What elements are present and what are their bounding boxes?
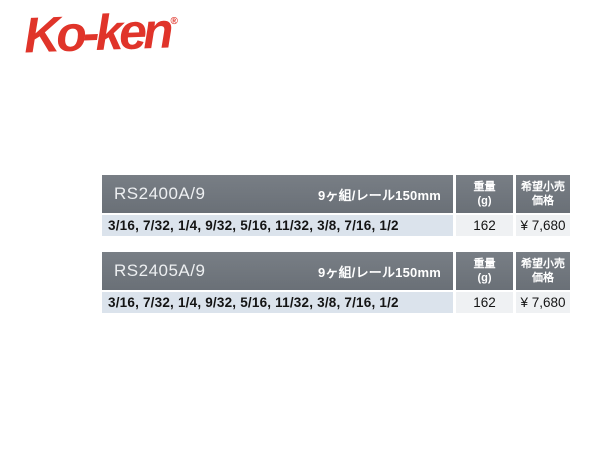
price-header-line2: 価格 bbox=[532, 272, 554, 284]
weight-column-header: 重量 (g) bbox=[456, 252, 513, 290]
registered-trademark-mark: ® bbox=[170, 16, 178, 27]
product-table-rs2400a9: RS2400A/9 9ヶ組/レール150mm 重量 (g) 希望小売 価格 3/… bbox=[102, 175, 570, 236]
weight-header-line1: 重量 bbox=[473, 180, 496, 193]
set-spec-label: 9ヶ組/レール150mm bbox=[317, 264, 441, 280]
set-spec-label: 9ヶ組/レール150mm bbox=[317, 187, 441, 203]
table-header-row: RS2405A/9 9ヶ組/レール150mm 重量 (g) 希望小売 価格 bbox=[102, 252, 570, 290]
sizes-cell: 3/16, 7/32, 1/4, 9/32, 5/16, 11/32, 3/8,… bbox=[102, 292, 453, 313]
table-data-row: 3/16, 7/32, 1/4, 9/32, 5/16, 11/32, 3/8,… bbox=[102, 292, 570, 313]
weight-header-line2: (g) bbox=[477, 272, 492, 284]
product-table-rs2405a9: RS2405A/9 9ヶ組/レール150mm 重量 (g) 希望小売 価格 3/… bbox=[102, 252, 570, 313]
weight-column-header: 重量 (g) bbox=[456, 175, 513, 213]
price-header-line1: 希望小売 bbox=[521, 257, 565, 270]
weight-header-line2: (g) bbox=[477, 195, 492, 207]
weight-value: 162 bbox=[456, 292, 513, 313]
weight-value: 162 bbox=[456, 215, 513, 236]
price-column-header: 希望小売 価格 bbox=[516, 252, 570, 290]
sizes-cell: 3/16, 7/32, 1/4, 9/32, 5/16, 11/32, 3/8,… bbox=[102, 215, 453, 236]
price-value: ¥ 7,680 bbox=[516, 292, 570, 313]
price-value: ¥ 7,680 bbox=[516, 215, 570, 236]
logo-text: Ko-ken bbox=[23, 2, 171, 64]
weight-header-line1: 重量 bbox=[473, 257, 496, 270]
model-number: RS2400A/9 bbox=[114, 184, 206, 203]
price-header-line2: 価格 bbox=[532, 195, 554, 207]
table-header-row: RS2400A/9 9ヶ組/レール150mm 重量 (g) 希望小売 価格 bbox=[102, 175, 570, 213]
table-data-row: 3/16, 7/32, 1/4, 9/32, 5/16, 11/32, 3/8,… bbox=[102, 215, 570, 236]
header-main-cell: RS2405A/9 9ヶ組/レール150mm bbox=[102, 252, 453, 290]
model-number: RS2405A/9 bbox=[114, 261, 206, 280]
koken-logo: Ko-ken® bbox=[23, 2, 178, 64]
price-header-line1: 希望小売 bbox=[521, 180, 565, 193]
price-column-header: 希望小売 価格 bbox=[516, 175, 570, 213]
header-main-cell: RS2400A/9 9ヶ組/レール150mm bbox=[102, 175, 453, 213]
